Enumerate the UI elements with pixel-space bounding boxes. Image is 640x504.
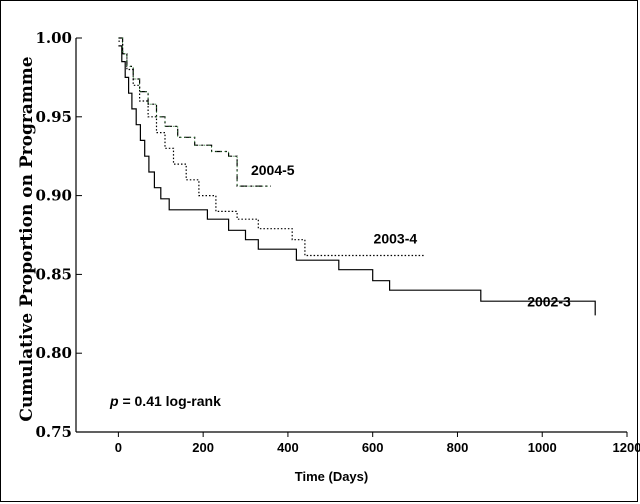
y-axis-title: Cumulative Proportion on Programme [17, 56, 37, 421]
y-tick-label: 0.95 [35, 108, 72, 126]
labels: Time (Days) Cumulative Proportion on Prog… [17, 56, 571, 484]
series-label-2002-3: 2002-3 [527, 293, 571, 309]
series-line-2004-5 [118, 37, 271, 187]
y-tick-label: 1.00 [35, 29, 72, 47]
x-tick-label: 0 [115, 440, 122, 455]
y-tick-label: 0.90 [35, 187, 72, 205]
series-layer [118, 37, 596, 316]
series-label-2004-5: 2004-5 [251, 162, 295, 178]
p-value-annotation: p = 0.41 log-rank [109, 393, 221, 409]
x-tick-label: 1200 [613, 440, 640, 455]
x-tick-label: 600 [362, 440, 384, 455]
x-tick-label: 400 [277, 440, 299, 455]
p-symbol: p [109, 393, 119, 409]
x-axis-title: Time (Days) [295, 469, 368, 484]
series-overlay-2004-5 [118, 37, 271, 187]
y-tick-label: 0.85 [35, 265, 72, 283]
series-line-2002-3 [118, 45, 596, 316]
series-label-2003-4: 2003-4 [374, 230, 418, 246]
x-tick-label: 800 [447, 440, 469, 455]
series-line-2003-4 [118, 40, 424, 257]
axes: 0.75 0.80 0.85 0.90 0.95 1.00 0 200 400 600 800 100… [35, 29, 640, 455]
y-tick-label: 0.80 [35, 344, 72, 362]
x-tick-label: 1000 [528, 440, 557, 455]
x-tick-label: 200 [192, 440, 214, 455]
p-value-text: = 0.41 log-rank [119, 393, 222, 409]
y-tick-label: 0.75 [35, 423, 72, 441]
